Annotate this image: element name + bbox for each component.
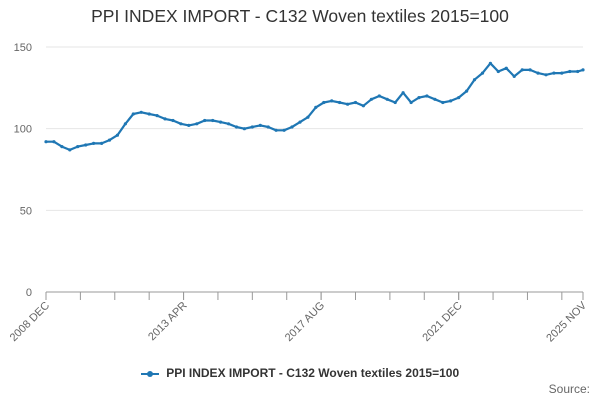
data-point — [449, 99, 453, 103]
data-point — [195, 122, 199, 126]
data-point — [409, 100, 413, 105]
data-point — [322, 100, 326, 105]
data-point — [76, 145, 80, 149]
data-point — [266, 125, 270, 129]
data-point — [60, 145, 64, 149]
data-point — [131, 112, 135, 116]
data-point — [544, 73, 548, 77]
data-point — [250, 125, 254, 129]
data-point — [115, 133, 119, 137]
data-point — [401, 91, 405, 95]
data-point — [330, 99, 334, 103]
data-point — [377, 94, 381, 98]
data-point — [441, 100, 445, 105]
data-point — [211, 118, 215, 123]
data-point — [576, 69, 580, 74]
gridlines — [46, 46, 583, 211]
data-point — [84, 143, 88, 147]
data-point — [226, 122, 231, 126]
data-point — [496, 69, 500, 74]
y-axis-ticks: 0 50 100 150 — [14, 42, 32, 299]
legend-label: PPI INDEX IMPORT - C132 Woven textiles 2… — [166, 366, 460, 380]
data-point — [385, 97, 389, 101]
source-note: Source: — [548, 382, 590, 396]
data-point — [163, 117, 167, 121]
data-point — [512, 74, 516, 78]
data-point — [504, 66, 508, 70]
data-point — [457, 96, 461, 100]
data-point — [100, 141, 104, 145]
legend[interactable]: PPI INDEX IMPORT - C132 Woven textiles 2… — [0, 366, 600, 380]
x-tick-label: 2025 NOV — [544, 299, 589, 344]
data-point — [488, 61, 492, 65]
series-lines — [44, 61, 585, 152]
data-point — [528, 68, 532, 72]
data-point — [536, 71, 540, 75]
chart-title: PPI INDEX IMPORT - C132 Woven textiles 2… — [91, 6, 509, 26]
data-point — [107, 138, 112, 142]
x-tick-label: 2013 APR — [146, 300, 190, 344]
data-point — [314, 105, 318, 109]
data-point — [417, 96, 421, 100]
data-point — [552, 71, 556, 75]
x-tick-label: 2017 AUG — [283, 300, 327, 344]
data-point — [560, 71, 564, 75]
data-point — [139, 110, 143, 114]
y-tick-label: 100 — [14, 124, 32, 136]
data-point — [258, 123, 262, 127]
data-point — [465, 89, 469, 93]
data-point — [290, 125, 294, 129]
data-point — [179, 122, 183, 126]
data-point — [282, 128, 286, 132]
data-point — [155, 114, 159, 118]
data-point — [353, 100, 358, 105]
data-point — [68, 148, 72, 152]
data-point — [147, 112, 151, 116]
data-point — [520, 68, 524, 72]
axes — [45, 291, 584, 300]
data-point — [203, 118, 207, 123]
data-point — [92, 141, 96, 145]
data-point — [234, 125, 239, 129]
y-tick-label: 50 — [20, 205, 32, 217]
data-point — [44, 140, 48, 144]
data-point — [433, 97, 437, 101]
data-point — [123, 122, 127, 126]
data-point — [242, 127, 246, 131]
data-point — [568, 69, 572, 74]
x-tick-label: 2021 DEC — [420, 300, 464, 344]
data-point — [472, 78, 477, 82]
data-point — [425, 94, 429, 98]
data-point — [171, 118, 175, 123]
y-tick-label: 0 — [26, 287, 32, 299]
data-point — [361, 104, 365, 108]
x-tick-label: 2008 DEC — [8, 300, 52, 344]
x-axis-ticks: 2008 DEC 2013 APR 2017 AUG 2021 DEC 2025 NOV — [8, 299, 590, 344]
data-point — [219, 120, 223, 124]
y-tick-label: 150 — [14, 42, 32, 54]
data-point — [480, 71, 485, 75]
legend-swatch — [140, 370, 159, 377]
data-point — [346, 102, 350, 106]
data-point — [369, 97, 373, 101]
data-point — [393, 100, 397, 105]
data-point — [187, 123, 191, 127]
data-point — [274, 128, 278, 132]
data-point — [581, 68, 585, 72]
data-point — [298, 120, 302, 124]
data-point — [338, 100, 342, 105]
data-point — [52, 140, 56, 144]
data-point — [306, 115, 310, 119]
